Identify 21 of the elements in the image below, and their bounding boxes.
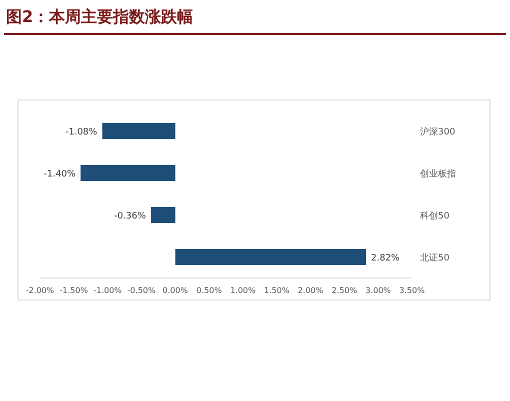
x-tick-label: 2.00%	[298, 286, 324, 295]
chart-title: 图2：本周主要指数涨跌幅	[6, 7, 194, 26]
x-tick-label: 0.50%	[196, 286, 222, 295]
data-label: -1.40%	[44, 170, 76, 180]
data-label: -1.08%	[65, 128, 98, 138]
x-tick-label: -1.50%	[60, 286, 88, 295]
y-tick-label: 科创50	[420, 210, 450, 222]
y-tick-label: 创业板指	[420, 168, 456, 180]
data-label: 2.82%	[371, 254, 400, 264]
y-tick-label: 北证50	[420, 252, 450, 264]
x-tick-label: 1.00%	[230, 286, 256, 295]
x-tick-label: -1.00%	[93, 286, 122, 295]
x-tick-label: -2.00%	[26, 286, 55, 295]
data-label: -0.36%	[114, 212, 146, 222]
x-tick-label: 3.00%	[365, 286, 392, 295]
x-tick-label: 0.00%	[162, 286, 188, 295]
x-tick-label: 2.50%	[332, 286, 358, 295]
y-tick-label: 沪深300	[420, 126, 456, 138]
x-tick-label: 1.50%	[264, 286, 290, 295]
x-tick-label: -0.50%	[127, 286, 156, 295]
x-tick-label: 3.50%	[399, 286, 426, 295]
